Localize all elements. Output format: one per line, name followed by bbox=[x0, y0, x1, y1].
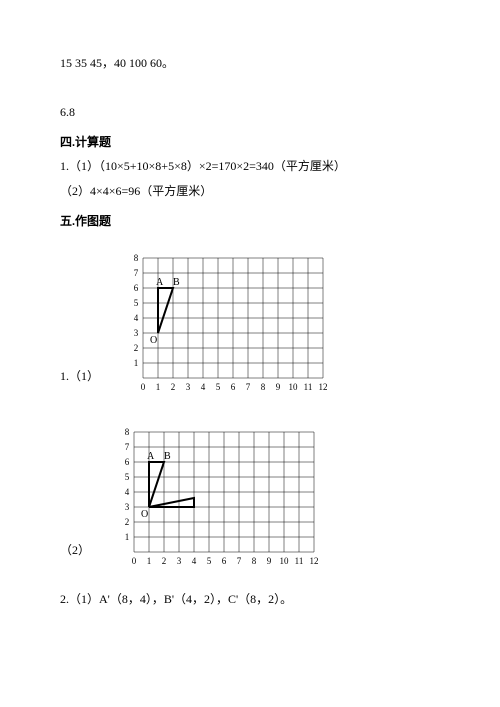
svg-text:2: 2 bbox=[171, 382, 176, 392]
chart-2: 012345678910111212345678ABO bbox=[114, 412, 334, 580]
svg-text:5: 5 bbox=[207, 556, 212, 566]
svg-text:5: 5 bbox=[134, 298, 139, 308]
svg-text:9: 9 bbox=[276, 382, 281, 392]
svg-text:9: 9 bbox=[267, 556, 272, 566]
svg-text:O: O bbox=[141, 509, 148, 520]
svg-text:2: 2 bbox=[134, 343, 139, 353]
svg-text:8: 8 bbox=[252, 556, 257, 566]
svg-text:6: 6 bbox=[222, 556, 227, 566]
svg-text:0: 0 bbox=[132, 556, 137, 566]
svg-text:4: 4 bbox=[201, 382, 206, 392]
svg-text:8: 8 bbox=[134, 253, 139, 263]
svg-text:1: 1 bbox=[156, 382, 161, 392]
svg-text:11: 11 bbox=[304, 382, 313, 392]
svg-text:3: 3 bbox=[177, 556, 182, 566]
top-answers: 15 35 45，40 100 60。 bbox=[60, 53, 440, 75]
svg-text:7: 7 bbox=[134, 268, 139, 278]
svg-text:A: A bbox=[147, 451, 155, 462]
q1-part1: 1.（1）（10×5+10×8+5×8）×2=170×2=340（平方厘米） bbox=[60, 156, 440, 178]
label-2: （2） bbox=[60, 540, 90, 562]
svg-text:2: 2 bbox=[125, 517, 130, 527]
svg-text:10: 10 bbox=[289, 382, 299, 392]
svg-text:8: 8 bbox=[125, 427, 130, 437]
svg-text:12: 12 bbox=[319, 382, 328, 392]
svg-text:B: B bbox=[173, 277, 180, 288]
svg-text:2: 2 bbox=[162, 556, 167, 566]
svg-text:1: 1 bbox=[134, 358, 139, 368]
svg-text:3: 3 bbox=[125, 502, 130, 512]
svg-text:4: 4 bbox=[134, 313, 139, 323]
svg-text:7: 7 bbox=[246, 382, 251, 392]
svg-text:5: 5 bbox=[125, 472, 130, 482]
svg-text:B: B bbox=[164, 451, 171, 462]
svg-text:11: 11 bbox=[295, 556, 304, 566]
svg-text:6: 6 bbox=[125, 457, 130, 467]
label-1-1: 1.（1） bbox=[60, 366, 99, 388]
answer-6-8: 6.8 bbox=[60, 102, 440, 124]
svg-text:6: 6 bbox=[231, 382, 236, 392]
svg-text:7: 7 bbox=[125, 442, 130, 452]
section-5-title: 五.作图题 bbox=[60, 211, 440, 233]
svg-text:O: O bbox=[150, 335, 157, 346]
section-4-title: 四.计算题 bbox=[60, 132, 440, 154]
svg-text:5: 5 bbox=[216, 382, 221, 392]
svg-text:10: 10 bbox=[280, 556, 290, 566]
svg-text:8: 8 bbox=[261, 382, 266, 392]
q2-answer: 2.（1）A'（8，4），B'（4，2），C'（8，2）。 bbox=[60, 589, 440, 611]
svg-text:1: 1 bbox=[125, 532, 130, 542]
svg-text:3: 3 bbox=[134, 328, 139, 338]
svg-text:12: 12 bbox=[310, 556, 319, 566]
svg-text:6: 6 bbox=[134, 283, 139, 293]
svg-text:4: 4 bbox=[125, 487, 130, 497]
svg-text:1: 1 bbox=[147, 556, 152, 566]
chart-1: 012345678910111212345678ABO bbox=[123, 238, 343, 406]
svg-text:3: 3 bbox=[186, 382, 191, 392]
q1-part2: （2）4×4×6=96（平方厘米） bbox=[60, 181, 440, 203]
svg-text:4: 4 bbox=[192, 556, 197, 566]
svg-text:A: A bbox=[156, 277, 164, 288]
svg-text:0: 0 bbox=[141, 382, 146, 392]
svg-text:7: 7 bbox=[237, 556, 242, 566]
